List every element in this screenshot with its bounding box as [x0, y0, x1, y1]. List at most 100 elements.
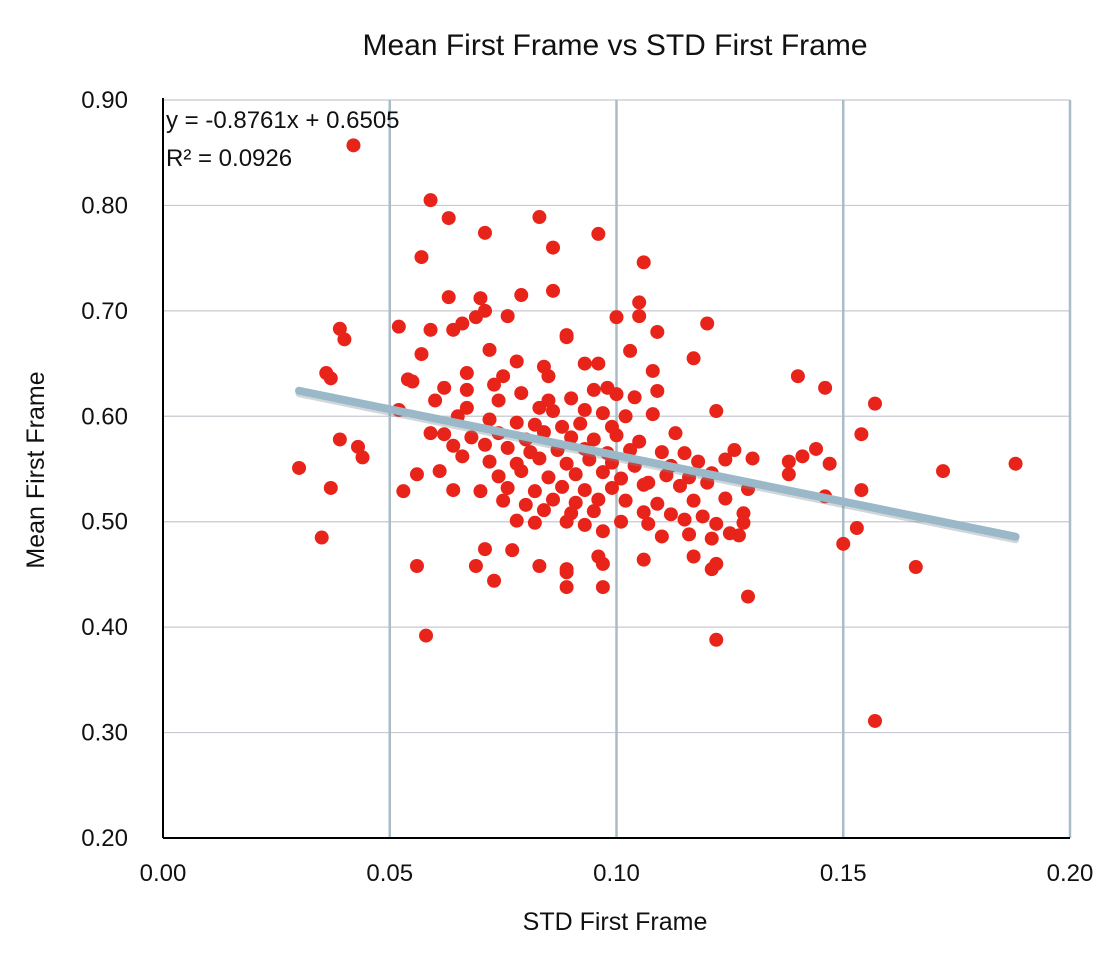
- data-points: [292, 138, 1023, 728]
- data-point: [650, 496, 665, 511]
- data-point: [432, 464, 447, 479]
- data-point: [532, 558, 547, 573]
- y-tick-label: 0.40: [81, 614, 128, 641]
- data-point: [423, 426, 438, 441]
- data-point: [396, 484, 411, 499]
- data-point: [632, 295, 647, 310]
- data-point: [645, 363, 660, 378]
- x-tick-labels: 0.00 0.05 0.10 0.15 0.20: [140, 860, 1094, 887]
- data-point: [700, 316, 715, 331]
- data-point: [559, 580, 574, 595]
- data-point: [532, 400, 547, 415]
- data-point: [509, 513, 524, 528]
- data-point: [695, 509, 710, 524]
- data-point: [455, 449, 470, 464]
- data-point: [505, 543, 520, 558]
- data-point: [818, 380, 833, 395]
- data-point: [555, 419, 570, 434]
- data-point: [482, 342, 497, 357]
- chart-title: Mean First Frame vs STD First Frame: [362, 29, 867, 62]
- data-point: [459, 382, 474, 397]
- data-point: [650, 383, 665, 398]
- data-point: [446, 483, 461, 498]
- data-point: [477, 437, 492, 452]
- data-point: [727, 443, 742, 458]
- data-point: [473, 291, 488, 306]
- data-point: [509, 354, 524, 369]
- data-point: [731, 528, 746, 543]
- data-point: [546, 283, 561, 298]
- data-point: [795, 449, 810, 464]
- data-point: [332, 432, 347, 447]
- data-point: [741, 589, 756, 604]
- y-axis-title: Mean First Frame: [22, 371, 50, 568]
- data-point: [650, 324, 665, 339]
- data-point: [482, 454, 497, 469]
- data-point: [609, 310, 624, 325]
- data-point: [446, 322, 461, 337]
- data-point: [672, 478, 687, 493]
- data-point: [541, 470, 556, 485]
- data-point: [709, 516, 724, 531]
- data-point: [500, 480, 515, 495]
- data-point: [414, 347, 429, 362]
- data-point: [854, 483, 869, 498]
- y-tick-label: 0.60: [81, 403, 128, 430]
- data-point: [491, 469, 506, 484]
- data-point: [822, 456, 837, 471]
- data-point: [677, 512, 692, 527]
- data-point: [682, 527, 697, 542]
- trendline: [295, 386, 1020, 541]
- y-tick-label: 0.30: [81, 720, 128, 747]
- data-point: [686, 351, 701, 366]
- data-point: [936, 464, 951, 479]
- data-point: [536, 425, 551, 440]
- data-point: [459, 400, 474, 415]
- data-point: [559, 330, 574, 345]
- data-point: [691, 454, 706, 469]
- data-point: [709, 632, 724, 647]
- data-point: [496, 369, 511, 384]
- data-point: [686, 549, 701, 564]
- data-point: [423, 193, 438, 208]
- y-tick-label: 0.70: [81, 298, 128, 325]
- data-point: [654, 529, 669, 544]
- data-point: [564, 430, 579, 445]
- data-point: [323, 480, 338, 495]
- x-tick-label: 0.00: [140, 860, 187, 887]
- data-point: [437, 380, 452, 395]
- data-point: [668, 426, 683, 441]
- data-point: [409, 467, 424, 482]
- data-point: [464, 430, 479, 445]
- data-point: [577, 356, 592, 371]
- data-point: [441, 211, 456, 226]
- data-point: [532, 451, 547, 466]
- axes: [162, 98, 1070, 839]
- data-point: [568, 467, 583, 482]
- data-point: [677, 446, 692, 461]
- data-point: [591, 492, 606, 507]
- data-point: [546, 404, 561, 419]
- data-point: [491, 393, 506, 408]
- data-point: [323, 371, 338, 386]
- data-point: [514, 288, 529, 303]
- data-point: [500, 440, 515, 455]
- data-point: [632, 434, 647, 449]
- data-point: [718, 491, 733, 506]
- data-point: [654, 445, 669, 460]
- data-point: [645, 407, 660, 422]
- data-point: [446, 438, 461, 453]
- data-point: [518, 497, 533, 512]
- data-point: [809, 441, 824, 456]
- data-point: [582, 452, 597, 467]
- data-point: [618, 493, 633, 508]
- data-point: [559, 456, 574, 471]
- data-point: [509, 415, 524, 430]
- data-point: [700, 475, 715, 490]
- data-point: [546, 492, 561, 507]
- data-point: [736, 515, 751, 530]
- data-point: [577, 517, 592, 532]
- data-point: [854, 427, 869, 442]
- data-point: [641, 516, 656, 531]
